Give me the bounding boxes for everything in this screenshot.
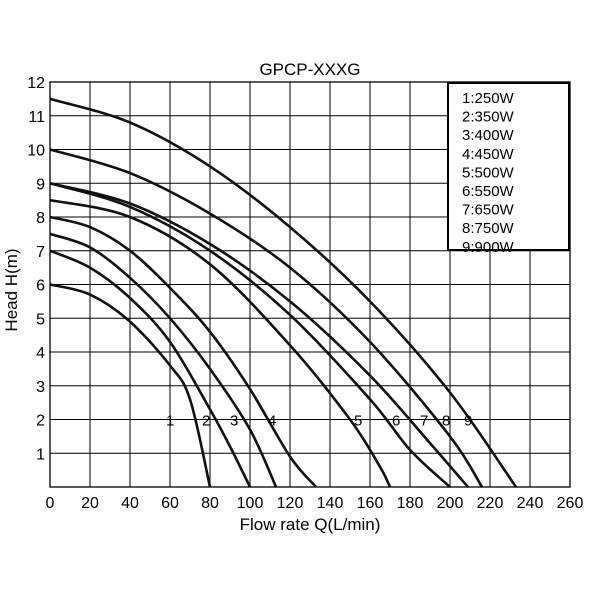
curve-label-7: 7 (420, 413, 428, 430)
x-tick-label: 80 (201, 495, 219, 512)
curve-label-1: 1 (166, 413, 174, 430)
curve-9 (49, 97, 518, 488)
legend-entry: 5:500W (462, 164, 515, 181)
y-tick-label: 4 (36, 345, 45, 362)
curve-label-6: 6 (392, 413, 400, 430)
curve-1 (49, 283, 212, 488)
y-tick-label: 10 (27, 143, 45, 160)
x-axis-ticks: 0 20 40 60 80 100 120 140 160 180 200 220 240 260 (46, 495, 584, 512)
curve-label-5: 5 (354, 413, 362, 430)
x-tick-label: 120 (277, 495, 304, 512)
y-tick-label: 1 (36, 446, 45, 463)
x-tick-label: 0 (46, 495, 55, 512)
x-axis-label: Flow rate Q(L/min) (240, 515, 381, 534)
curve-label-4: 4 (268, 413, 276, 430)
x-tick-label: 140 (317, 495, 344, 512)
y-tick-label: 8 (36, 210, 45, 227)
plot-frame (49, 81, 571, 488)
legend-entry: 3:400W (462, 127, 515, 144)
curve-7 (49, 182, 469, 488)
x-tick-label: 20 (81, 495, 99, 512)
legend-entry: 8:750W (462, 220, 515, 237)
y-tick-label: 12 (27, 75, 45, 92)
y-tick-label: 7 (36, 244, 45, 261)
curve-label-3: 3 (230, 413, 238, 430)
curve-label-9: 9 (464, 413, 472, 430)
curve-8 (49, 148, 484, 488)
curve-label-2: 2 (202, 413, 210, 430)
x-tick-label: 160 (357, 495, 384, 512)
x-tick-label: 200 (437, 495, 464, 512)
y-tick-label: 5 (36, 311, 45, 328)
x-tick-label: 100 (237, 495, 264, 512)
x-tick-label: 40 (121, 495, 139, 512)
legend-entry: 6:550W (462, 183, 515, 200)
x-tick-label: 220 (477, 495, 504, 512)
y-tick-label: 6 (36, 278, 45, 295)
y-tick-label: 3 (36, 379, 45, 396)
chart-title: GPCP-XXXG (259, 60, 360, 79)
curve-label-8: 8 (442, 413, 450, 430)
y-tick-label: 11 (28, 109, 45, 126)
legend-entry: 4:450W (462, 146, 515, 163)
curve-4 (49, 215, 317, 488)
curve-3 (49, 232, 278, 488)
y-tick-label: 2 (36, 413, 45, 430)
curve-5 (49, 198, 392, 488)
x-tick-label: 60 (161, 495, 179, 512)
y-axis-label: Head H(m) (2, 248, 21, 331)
legend-entry: 2:350W (462, 109, 515, 126)
pump-curves (49, 97, 518, 488)
x-tick-label: 240 (517, 495, 544, 512)
x-tick-label: 260 (557, 495, 584, 512)
legend-box (447, 82, 570, 251)
legend-entry: 1:250W (462, 90, 515, 107)
y-tick-label: 9 (36, 176, 45, 193)
x-tick-label: 180 (397, 495, 424, 512)
curve-2 (49, 249, 252, 488)
legend-entry: 7:650W (462, 202, 515, 219)
curve-6 (49, 182, 451, 488)
legend-entry: 9:900W (462, 239, 515, 256)
